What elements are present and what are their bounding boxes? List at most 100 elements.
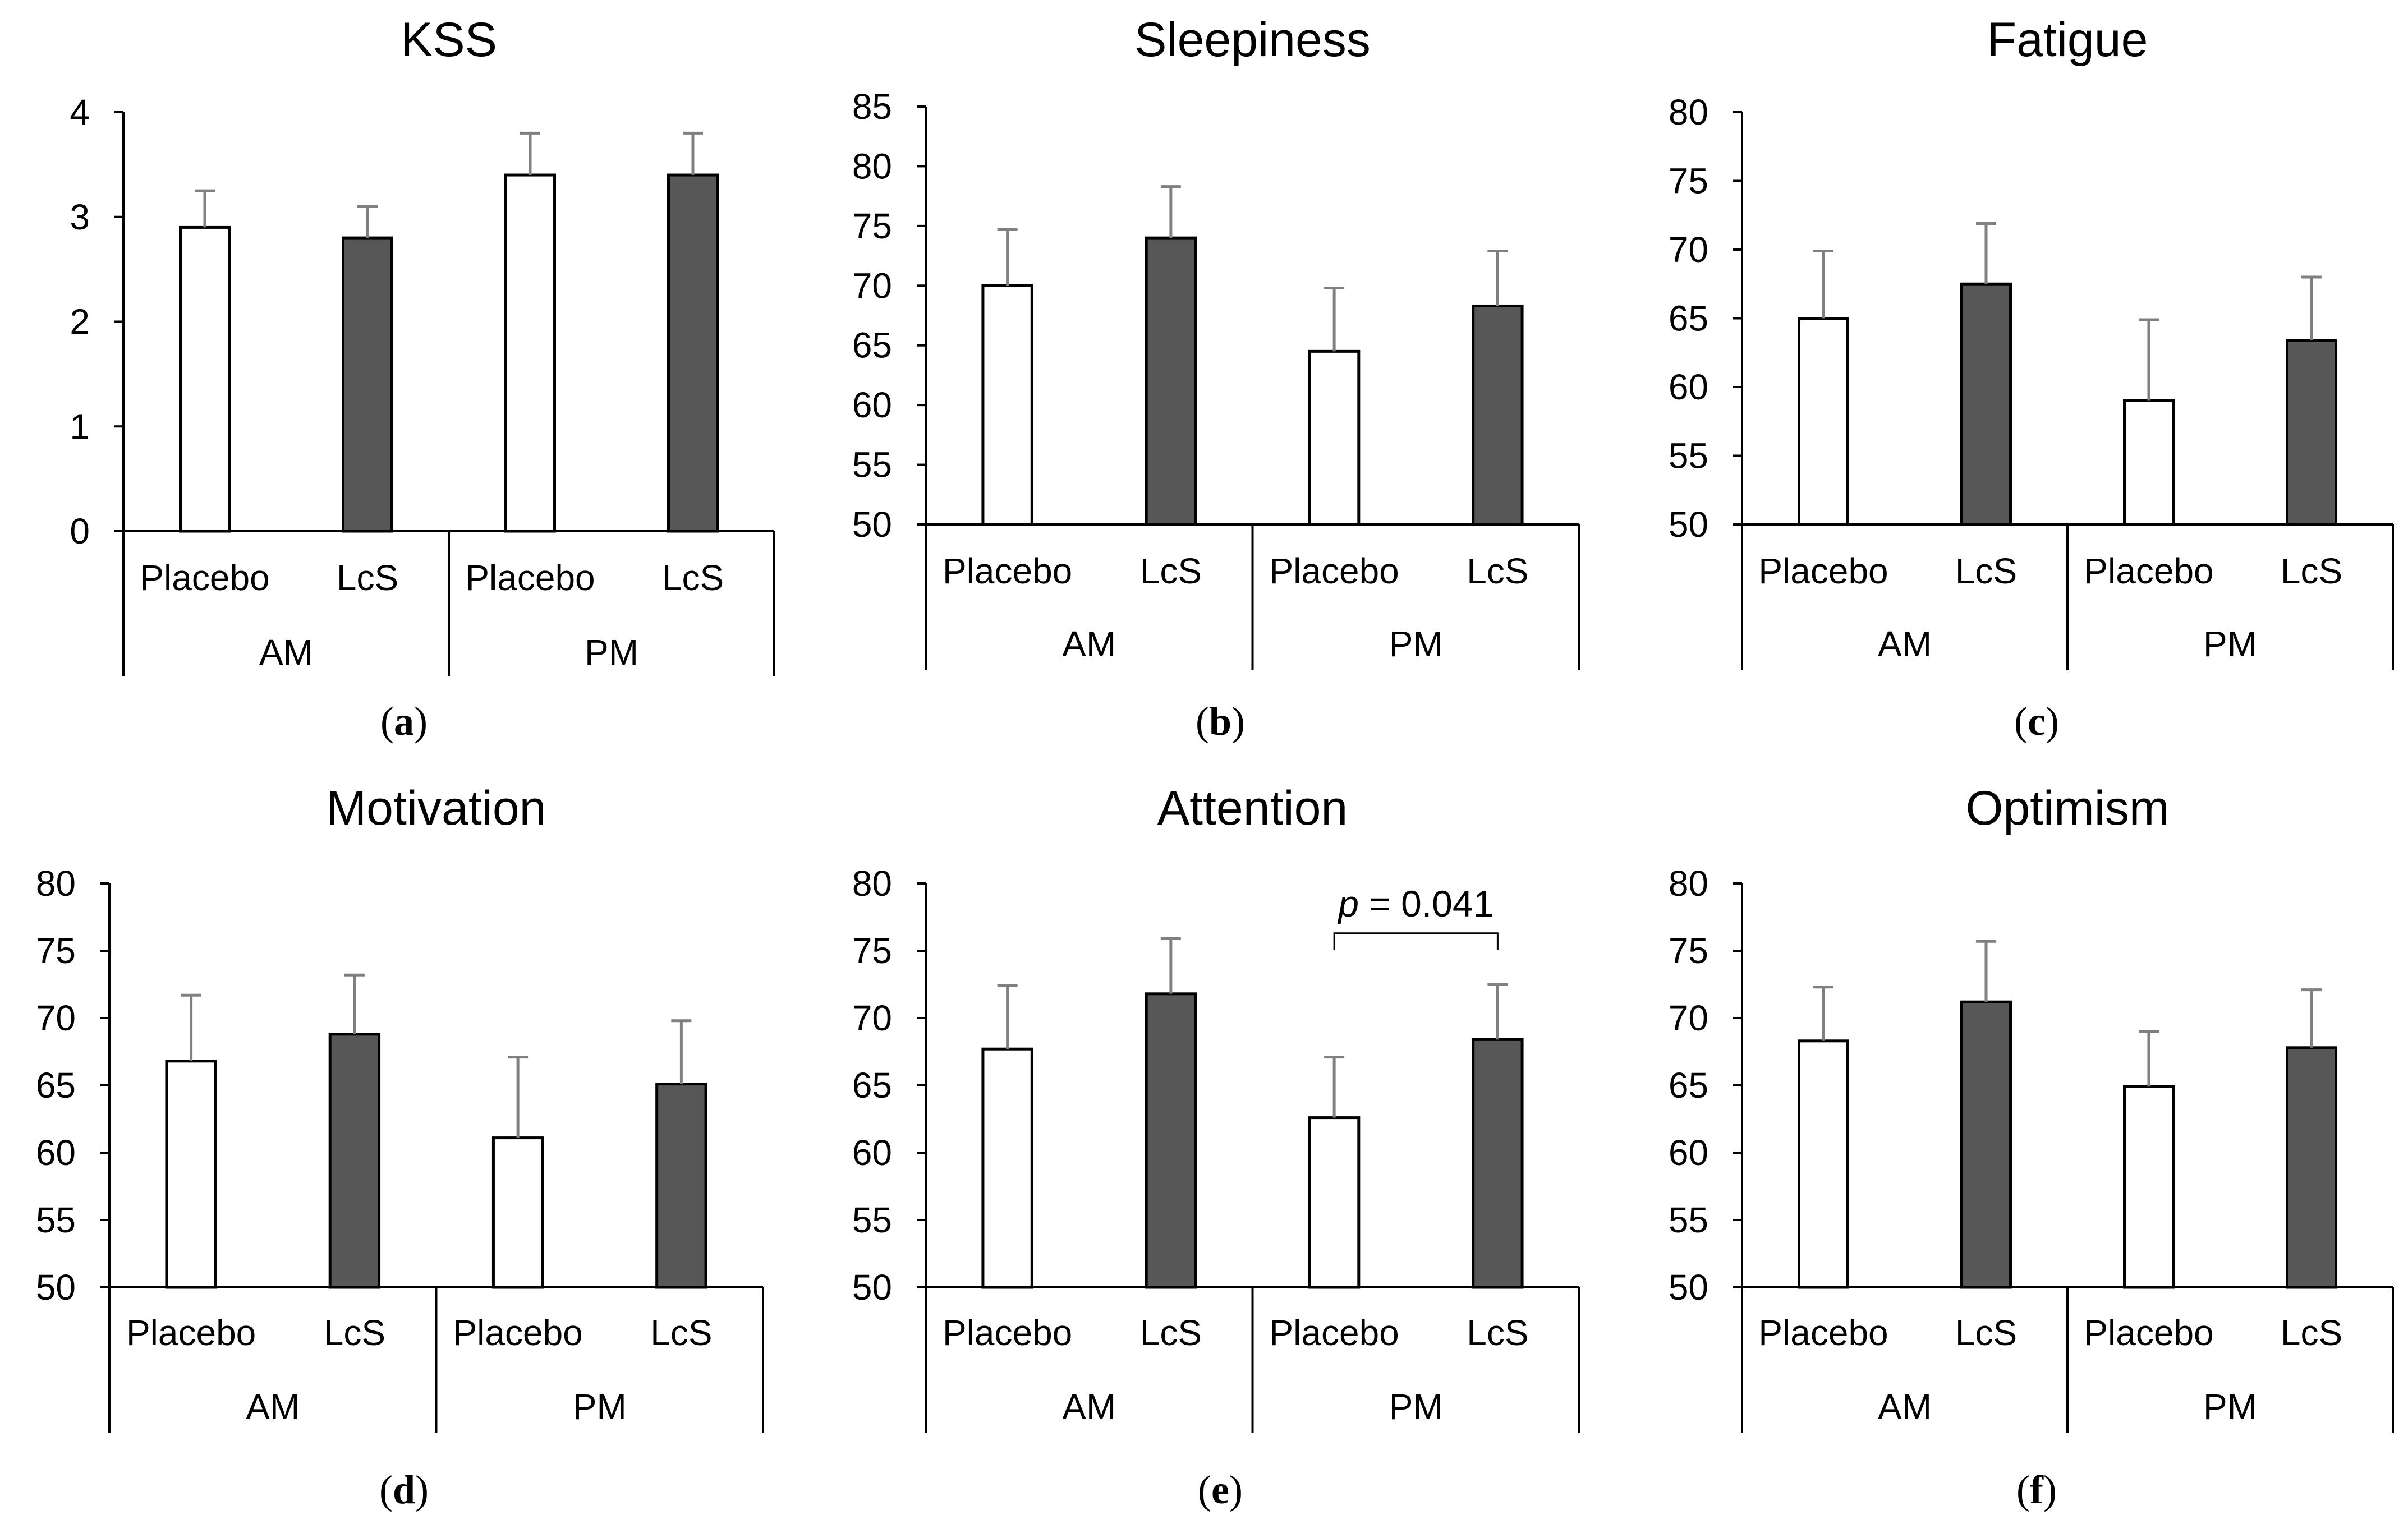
- bar-pm-lcs: [667, 173, 719, 533]
- caption-letter: a: [394, 699, 414, 744]
- p-value-annotation: p = 0.041: [1337, 883, 1493, 924]
- category-label: Placebo: [943, 551, 1072, 591]
- significance-bracket: [1333, 932, 1499, 950]
- category-label: Placebo: [943, 1313, 1072, 1353]
- category-label: Placebo: [1758, 1313, 1888, 1353]
- y-tick-label: 50: [852, 1267, 892, 1307]
- y-tick-label: 65: [36, 1065, 76, 1106]
- category-label: Placebo: [453, 1313, 582, 1353]
- y-tick-label: 60: [1669, 367, 1708, 407]
- y-tick-label: 75: [852, 206, 892, 246]
- caption-letter: d: [393, 1467, 415, 1512]
- y-tick-label: 55: [1669, 436, 1708, 476]
- y-tick-label: 65: [852, 325, 892, 366]
- panel-d: Motivation 50 55 60 65 70 75 80 Placebo LcS Placeb…: [36, 781, 764, 1512]
- category-label: LcS: [1467, 1313, 1528, 1353]
- y-tick-label: 70: [1669, 998, 1708, 1038]
- group-label: PM: [1389, 624, 1443, 664]
- y-tick-label: 80: [852, 146, 892, 186]
- caption-paren: ): [415, 1467, 429, 1512]
- caption-letter: f: [2030, 1467, 2044, 1512]
- y-tick-label: 55: [852, 1200, 892, 1240]
- chart-title: Motivation: [327, 781, 546, 835]
- y-tick-label: 70: [36, 998, 76, 1038]
- panel-caption: (b): [1196, 699, 1245, 744]
- bar-am-placebo: [981, 1047, 1033, 1289]
- y-tick-label: 70: [1669, 229, 1708, 270]
- panel-caption: (e): [1198, 1467, 1243, 1512]
- panel-e: Attention 50 55 60 65 70 75 80 Placebo LcS Placebo…: [852, 781, 1580, 1512]
- y-tick-label: 75: [852, 931, 892, 971]
- bar-am-lcs: [1960, 282, 2012, 526]
- y-tick-label: 3: [70, 197, 90, 237]
- y-tick-label: 55: [852, 445, 892, 485]
- y-tick-label: 1: [70, 406, 90, 446]
- bar-am-placebo: [1798, 1039, 1849, 1289]
- y-tick-label: 0: [70, 511, 90, 551]
- panel-c: Fatigue 50 55 60 65 70 75 80 Placebo LcS Placebo Lc…: [1669, 13, 2394, 744]
- group-label: PM: [2203, 1387, 2257, 1427]
- caption-paren: ): [1229, 1467, 1243, 1512]
- category-label: Placebo: [1269, 1313, 1399, 1353]
- category-label: Placebo: [1758, 551, 1888, 591]
- y-tick-label: 2: [70, 302, 90, 342]
- y-tick-label: 65: [852, 1065, 892, 1106]
- panel-b: Sleepiness 50 55 60 65 70 75 80 85 Placebo LcS Plac…: [852, 13, 1580, 744]
- category-label: LcS: [1140, 1313, 1202, 1353]
- group-label: PM: [1389, 1387, 1443, 1427]
- caption-paren: (: [2014, 699, 2028, 744]
- bar-pm-placebo: [2123, 399, 2175, 526]
- y-tick-label: 60: [1669, 1132, 1708, 1173]
- caption-paren: (: [380, 699, 394, 744]
- caption-paren: ): [2043, 1467, 2057, 1512]
- category-label: LcS: [1955, 551, 2017, 591]
- y-tick-label: 65: [1669, 298, 1708, 339]
- category-label: LcS: [2281, 551, 2342, 591]
- y-tick-label: 70: [852, 998, 892, 1038]
- caption-paren: ): [2046, 699, 2059, 744]
- category-label: LcS: [662, 558, 724, 598]
- y-tick-label: 75: [1669, 931, 1708, 971]
- caption-paren: ): [414, 699, 428, 744]
- y-tick-label: 75: [36, 931, 76, 971]
- bar-am-placebo: [165, 1060, 217, 1289]
- bar-pm-lcs: [2286, 1046, 2337, 1289]
- y-tick-label: 85: [852, 86, 892, 127]
- group-label: PM: [573, 1387, 627, 1427]
- caption-paren: (: [2016, 1467, 2030, 1512]
- category-label: Placebo: [126, 1313, 256, 1353]
- group-label: PM: [585, 632, 638, 673]
- bar-pm-lcs: [1472, 1038, 1524, 1289]
- category-label: LcS: [324, 1313, 385, 1353]
- group-label: AM: [1062, 624, 1116, 664]
- panel-caption: (c): [2014, 699, 2059, 744]
- y-tick-label: 80: [1669, 92, 1708, 132]
- bar-am-lcs: [342, 236, 393, 533]
- caption-letter: b: [1209, 699, 1231, 744]
- chart-title: Sleepiness: [1134, 13, 1371, 67]
- group-label: AM: [1062, 1387, 1116, 1427]
- y-tick-label: 65: [1669, 1065, 1708, 1106]
- chart-title: Fatigue: [1987, 13, 2148, 67]
- category-label: LcS: [650, 1313, 712, 1353]
- category-label: Placebo: [1269, 551, 1399, 591]
- bar-am-lcs: [1145, 236, 1197, 526]
- y-tick-label: 50: [852, 504, 892, 545]
- bar-am-lcs: [1960, 1000, 2012, 1289]
- group-label: AM: [1878, 1387, 1932, 1427]
- caption-paren: (: [1198, 1467, 1211, 1512]
- chart-title: Optimism: [1965, 781, 2169, 835]
- bar-pm-lcs: [2286, 339, 2337, 526]
- y-tick-label: 80: [852, 863, 892, 904]
- category-label: LcS: [2281, 1313, 2342, 1353]
- panel-caption: (a): [380, 699, 428, 744]
- category-label: Placebo: [140, 558, 269, 598]
- bar-am-lcs: [1145, 992, 1197, 1289]
- p-value-symbol: p: [1337, 883, 1359, 924]
- panel-caption: (d): [379, 1467, 429, 1512]
- y-tick-label: 55: [1669, 1200, 1708, 1240]
- group-label: PM: [2203, 624, 2257, 664]
- category-label: LcS: [1955, 1313, 2017, 1353]
- p-value-text: = 0.041: [1359, 883, 1493, 924]
- bar-am-placebo: [1798, 317, 1849, 526]
